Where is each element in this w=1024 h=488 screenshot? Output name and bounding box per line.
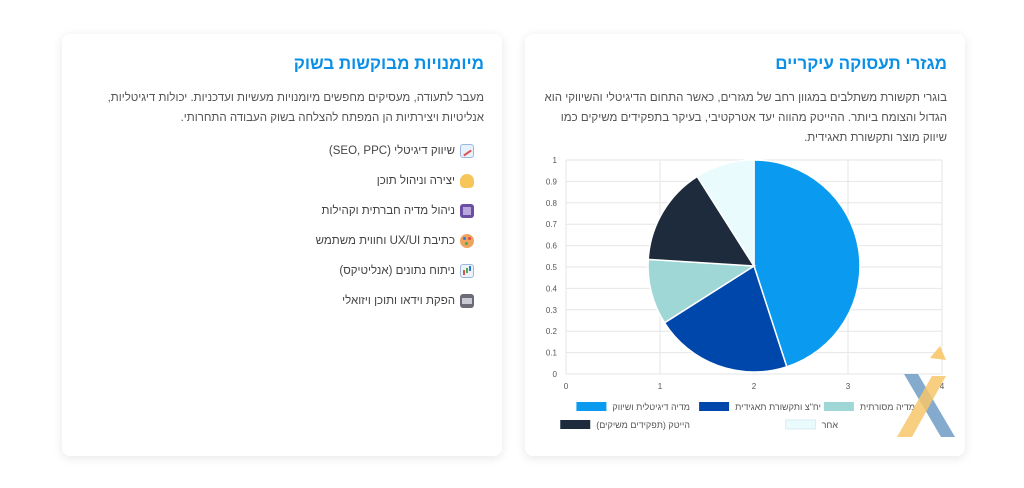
skill-label: הפקת וידאו ותוכן ויזואלי (342, 295, 455, 307)
skills-text: מעבר לתעודה, מעסיקים מחפשים מיומנויות מע… (107, 92, 484, 124)
y-tick-label: 0.7 (546, 220, 558, 229)
skill-label: ניהול מדיה חברתית וקהילות (321, 205, 455, 217)
skill-label: כתיבת UX/UI וחווית משתמש (315, 235, 455, 247)
legend-swatch (785, 419, 817, 430)
y-tick-label: 0 (553, 370, 558, 379)
x-tick-label: 2 (752, 382, 757, 391)
skill-item: ניתוח נתונים (אנליטיקס) (80, 256, 474, 286)
x-tick-label: 0 (564, 382, 569, 391)
tablet-icon (460, 204, 474, 218)
pie-slice (647, 175, 756, 267)
legend-swatch (823, 402, 854, 411)
palette-icon (460, 234, 474, 248)
y-tick-label: 0.3 (546, 306, 558, 315)
chart-increasing-icon (460, 144, 474, 158)
skill-item: כתיבת UX/UI וחווית משתמש (80, 226, 474, 256)
skills-card: מיומנויות מבוקשות בשוק מעבר לתעודה, מעסי… (62, 34, 502, 456)
sectors-text: בוגרי תקשורת משתלבים במגוון רחב של מגזרי… (544, 92, 947, 144)
y-tick-label: 0.1 (546, 349, 558, 358)
skills-list: שיווק דיגיטלי (SEO, PPC) יצירה וניהול תו… (80, 136, 484, 316)
legend-label: מדיה דיגיטלית ושיווק (612, 402, 690, 412)
legend-swatch (560, 420, 591, 429)
skill-label: יצירה וניהול תוכן (376, 175, 455, 187)
x-tick-label: 1 (658, 382, 663, 391)
legend-label: אחר (822, 420, 839, 430)
writing-hand-icon (460, 174, 474, 188)
legend-swatch (699, 402, 730, 411)
x-logo-icon (897, 376, 946, 437)
bar-chart-icon (460, 264, 474, 278)
y-tick-label: 0.2 (546, 327, 558, 336)
y-tick-label: 0.6 (546, 242, 558, 251)
sectors-title: מגזרי תעסוקה עיקריים (775, 54, 947, 73)
pie-slice (753, 159, 861, 368)
legend-label: מדיה מסורתית (860, 402, 915, 412)
skill-label: שיווק דיגיטלי (SEO, PPC) (328, 145, 455, 157)
y-tick-label: 0.8 (546, 199, 558, 208)
legend-label: הייטק (תפקידים משיקים) (596, 420, 690, 430)
skills-title: מיומנויות מבוקשות בשוק (293, 54, 484, 73)
skill-label: ניתוח נתונים (אנליטיקס) (339, 265, 455, 277)
legend-label: יח"צ ותקשורת תאגידית (735, 402, 821, 412)
skill-item: הפקת וידאו ותוכן ויזואלי (80, 286, 474, 316)
video-camera-icon (460, 294, 474, 308)
legend-swatch (576, 402, 607, 411)
x-logo-icon (930, 346, 946, 360)
y-tick-label: 1 (553, 156, 558, 165)
y-tick-label: 0.9 (546, 177, 558, 186)
skill-item: יצירה וניהול תוכן (80, 166, 474, 196)
pie-slice (663, 264, 788, 373)
x-tick-label: 4 (940, 382, 945, 391)
y-tick-label: 0.5 (546, 263, 558, 272)
skill-item: שיווק דיגיטלי (SEO, PPC) (80, 136, 474, 166)
y-tick-label: 0.4 (546, 284, 558, 293)
skill-item: ניהול מדיה חברתית וקהילות (80, 196, 474, 226)
x-tick-label: 3 (846, 382, 851, 391)
pie-slice (696, 159, 755, 269)
